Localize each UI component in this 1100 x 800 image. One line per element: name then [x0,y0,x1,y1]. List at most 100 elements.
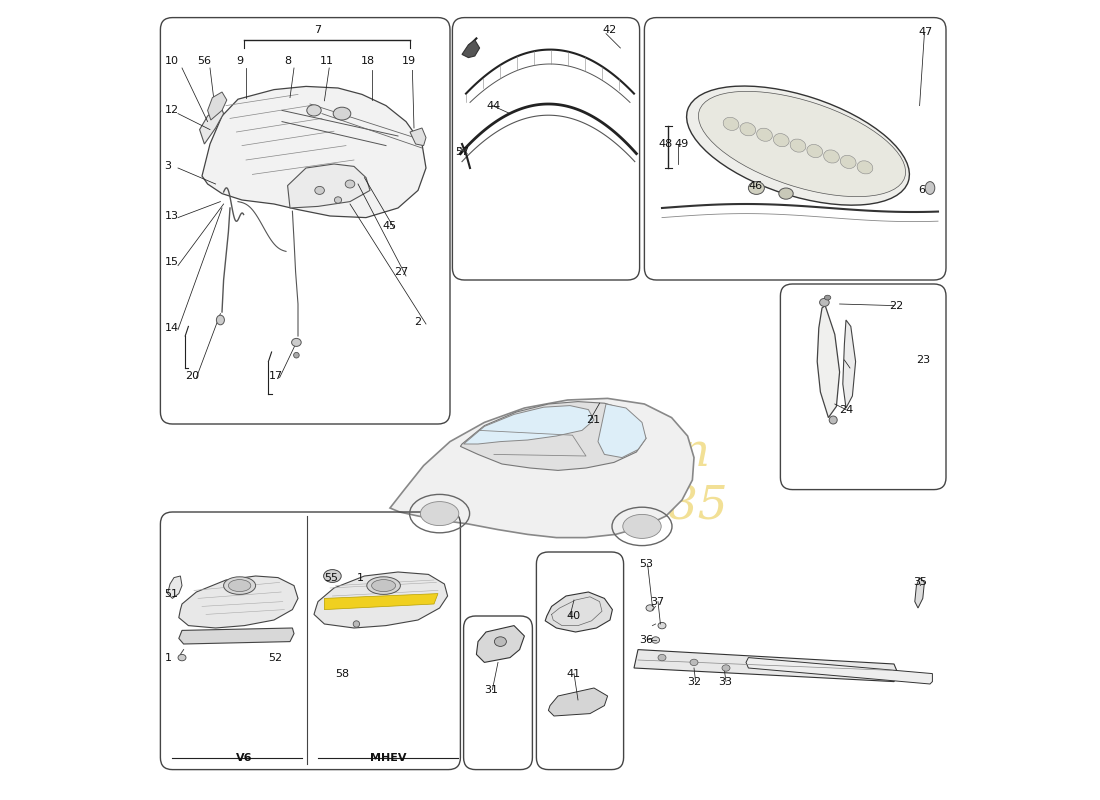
Text: 37: 37 [650,597,664,606]
Text: 36: 36 [639,635,653,645]
Polygon shape [324,594,438,610]
Ellipse shape [494,637,506,646]
Polygon shape [208,92,227,120]
Ellipse shape [334,197,342,203]
Text: V6: V6 [236,754,253,763]
Ellipse shape [824,150,839,163]
Text: 44: 44 [486,101,500,110]
Polygon shape [314,572,448,628]
Text: 7: 7 [315,25,321,34]
Text: 1: 1 [164,653,172,662]
Text: 46: 46 [748,181,762,190]
Ellipse shape [722,665,730,671]
Ellipse shape [658,654,666,661]
Text: 15: 15 [164,258,178,267]
Text: 24: 24 [839,405,854,414]
Text: 17: 17 [268,371,283,381]
Text: 32: 32 [688,677,702,686]
Polygon shape [843,320,856,408]
Ellipse shape [651,637,660,643]
Text: 35: 35 [913,578,927,587]
Ellipse shape [178,654,186,661]
Ellipse shape [790,139,806,152]
Text: 20: 20 [185,371,199,381]
Text: 55: 55 [324,573,339,582]
Text: 19: 19 [402,56,416,66]
Ellipse shape [824,295,830,300]
Text: 18: 18 [361,56,375,66]
Ellipse shape [353,621,360,627]
Text: 12: 12 [164,106,178,115]
Text: 57: 57 [455,147,470,157]
Ellipse shape [829,416,837,424]
Ellipse shape [840,155,856,169]
Ellipse shape [779,188,793,199]
Polygon shape [199,106,223,144]
Text: MHEV: MHEV [370,754,407,763]
Ellipse shape [807,145,823,158]
Text: a passion
since 1985: a passion since 1985 [469,431,728,529]
Ellipse shape [345,180,355,188]
Text: 49: 49 [674,139,689,149]
Ellipse shape [623,514,661,538]
Ellipse shape [925,182,935,194]
Ellipse shape [658,622,666,629]
Ellipse shape [323,570,341,582]
Ellipse shape [690,659,698,666]
Text: 27: 27 [394,267,408,277]
Polygon shape [746,658,933,684]
Polygon shape [179,628,294,644]
Text: 48: 48 [658,139,672,149]
Polygon shape [461,402,646,470]
Ellipse shape [773,134,789,146]
Text: 52: 52 [268,653,283,662]
Text: 31: 31 [484,685,498,694]
Text: 40: 40 [566,611,580,621]
Ellipse shape [723,118,739,130]
Text: 47: 47 [918,27,933,37]
Text: 53: 53 [639,559,653,569]
Polygon shape [546,592,613,632]
Text: 22: 22 [889,301,903,310]
Text: 58: 58 [336,669,350,678]
Text: 1: 1 [356,573,363,582]
Polygon shape [549,688,607,716]
Text: 23: 23 [916,355,931,365]
Ellipse shape [646,605,654,611]
Text: 41: 41 [566,669,580,678]
Ellipse shape [372,579,396,592]
Polygon shape [462,40,480,58]
Text: 51: 51 [164,589,178,598]
Ellipse shape [294,352,299,358]
Text: 45: 45 [382,221,396,230]
Ellipse shape [820,298,829,306]
Text: 9: 9 [236,56,243,66]
Polygon shape [179,576,298,628]
Ellipse shape [857,161,872,174]
Text: 10: 10 [164,56,178,66]
Text: 3: 3 [164,161,172,170]
Ellipse shape [307,105,321,116]
Ellipse shape [229,579,251,592]
Polygon shape [390,398,694,538]
Polygon shape [634,650,898,682]
Ellipse shape [217,315,224,325]
Polygon shape [202,86,426,218]
Text: 13: 13 [164,211,178,221]
Text: 21: 21 [586,415,601,425]
Ellipse shape [698,91,905,197]
Polygon shape [817,306,839,418]
Text: 14: 14 [164,323,178,333]
Polygon shape [915,578,924,608]
Polygon shape [287,164,370,208]
Text: 2: 2 [414,317,421,326]
Ellipse shape [686,86,910,205]
Ellipse shape [748,182,764,194]
Ellipse shape [740,122,756,136]
Polygon shape [410,128,426,146]
Polygon shape [476,626,525,662]
Text: 42: 42 [602,26,616,35]
Text: 33: 33 [718,677,732,686]
Ellipse shape [757,128,772,142]
Ellipse shape [420,502,459,526]
